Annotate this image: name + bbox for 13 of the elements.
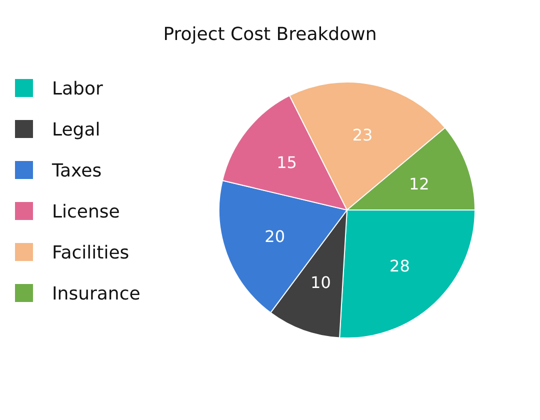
legend-label: Facilities xyxy=(52,242,130,264)
legend-label: Insurance xyxy=(52,283,140,304)
data-label: 10 xyxy=(310,272,331,292)
legend-label: Legal xyxy=(52,119,100,140)
legend-label: License xyxy=(52,201,120,222)
data-label: 23 xyxy=(352,125,373,144)
data-label: 15 xyxy=(276,152,297,172)
data-label: 12 xyxy=(408,174,430,194)
data-label: 20 xyxy=(264,226,286,246)
legend-label: Labor xyxy=(52,78,104,100)
data-label: 28 xyxy=(390,256,410,276)
legend-label: Taxes xyxy=(51,160,102,182)
chart-title: Project Cost Breakdown xyxy=(163,24,377,45)
